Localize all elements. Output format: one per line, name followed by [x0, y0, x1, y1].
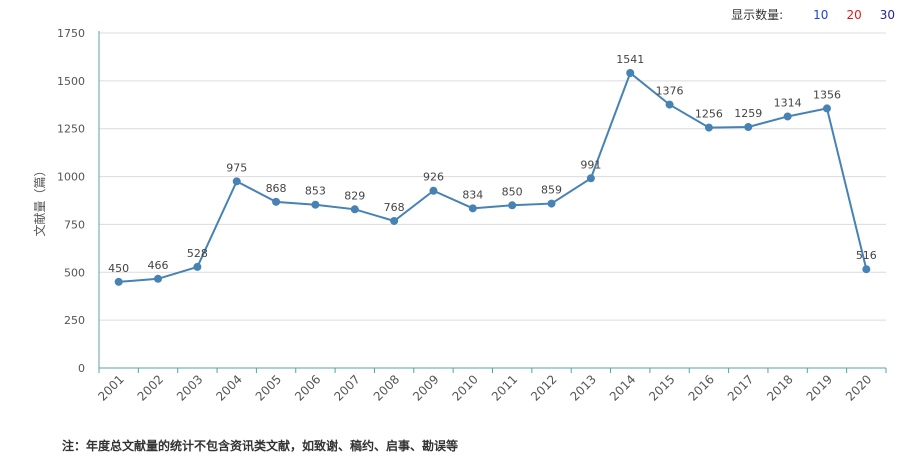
y-tick-label: 1250 [57, 123, 85, 136]
y-axis-label: 文献量（篇） [32, 164, 47, 236]
footnote: 注：年度总文献量的统计不包含资讯类文献，如致谢、稿约、启事、勘误等 [62, 439, 459, 453]
data-point [468, 204, 477, 213]
x-tick-label: 2019 [804, 372, 835, 403]
data-label: 1541 [616, 53, 644, 66]
x-tick-label: 2004 [213, 372, 244, 403]
display-count-10[interactable]: 10 [813, 7, 829, 22]
data-label: 975 [226, 161, 247, 174]
data-point [586, 174, 595, 183]
y-tick-label: 1500 [57, 75, 85, 88]
x-tick-label: 2008 [371, 372, 402, 403]
x-tick-label: 2015 [646, 372, 677, 403]
data-label: 466 [148, 259, 169, 272]
data-label: 853 [305, 185, 326, 198]
data-label: 859 [541, 184, 562, 197]
data-point [193, 262, 202, 271]
data-point [232, 177, 241, 186]
data-point [704, 123, 713, 132]
data-label: 926 [423, 171, 444, 184]
x-tick-label: 2002 [135, 372, 166, 403]
x-tick-label: 2020 [843, 372, 874, 403]
x-tick-label: 2009 [410, 372, 441, 403]
data-point [508, 201, 517, 210]
data-point [114, 277, 123, 286]
data-point [390, 216, 399, 225]
x-tick-label: 2005 [253, 372, 284, 403]
display-count-20[interactable]: 20 [846, 7, 862, 22]
display-count-bar: 显示数量: 10 20 30 [731, 6, 895, 23]
data-label: 528 [187, 247, 208, 260]
data-label: 868 [266, 182, 287, 195]
data-label: 850 [502, 185, 523, 198]
data-label: 1314 [774, 96, 802, 109]
data-point [350, 205, 359, 214]
x-tick-label: 2017 [725, 372, 756, 403]
data-label: 1259 [734, 107, 762, 120]
y-tick-label: 750 [64, 218, 85, 231]
y-tick-label: 1750 [57, 27, 85, 40]
data-point [822, 104, 831, 113]
data-label: 1356 [813, 88, 841, 101]
data-label: 834 [462, 188, 483, 201]
x-tick-label: 2007 [331, 372, 362, 403]
x-tick-label: 2016 [686, 372, 717, 403]
data-label: 1376 [656, 85, 684, 98]
data-point [626, 69, 635, 78]
data-label: 516 [856, 249, 877, 262]
y-tick-label: 0 [78, 362, 85, 375]
x-tick-label: 2006 [292, 372, 323, 403]
data-point [665, 100, 674, 109]
series-line [118, 71, 868, 283]
x-tick-label: 2001 [95, 372, 126, 403]
y-tick-label: 1000 [57, 171, 85, 184]
data-label: 768 [384, 201, 405, 214]
x-tick-label: 2003 [174, 372, 205, 403]
x-tick-label: 2018 [764, 372, 795, 403]
x-tick-label: 2014 [607, 372, 638, 403]
display-count-30[interactable]: 30 [879, 7, 895, 22]
data-point [783, 112, 792, 121]
data-point [311, 200, 320, 209]
data-point [272, 197, 281, 206]
data-point [862, 265, 871, 274]
data-label: 991 [580, 158, 601, 171]
display-count-label: 显示数量: [731, 8, 784, 22]
data-point [429, 186, 438, 195]
data-label: 829 [344, 189, 365, 202]
data-label: 1256 [695, 108, 723, 121]
x-tick-label: 2012 [528, 372, 559, 403]
data-point [547, 199, 556, 208]
x-tick-label: 2011 [489, 372, 520, 403]
y-tick-label: 500 [64, 266, 85, 279]
x-tick-label: 2010 [449, 372, 480, 403]
x-tick-label: 2013 [567, 372, 598, 403]
data-label: 450 [108, 262, 129, 275]
data-point [154, 274, 163, 283]
data-point [744, 122, 753, 131]
y-tick-label: 250 [64, 314, 85, 327]
